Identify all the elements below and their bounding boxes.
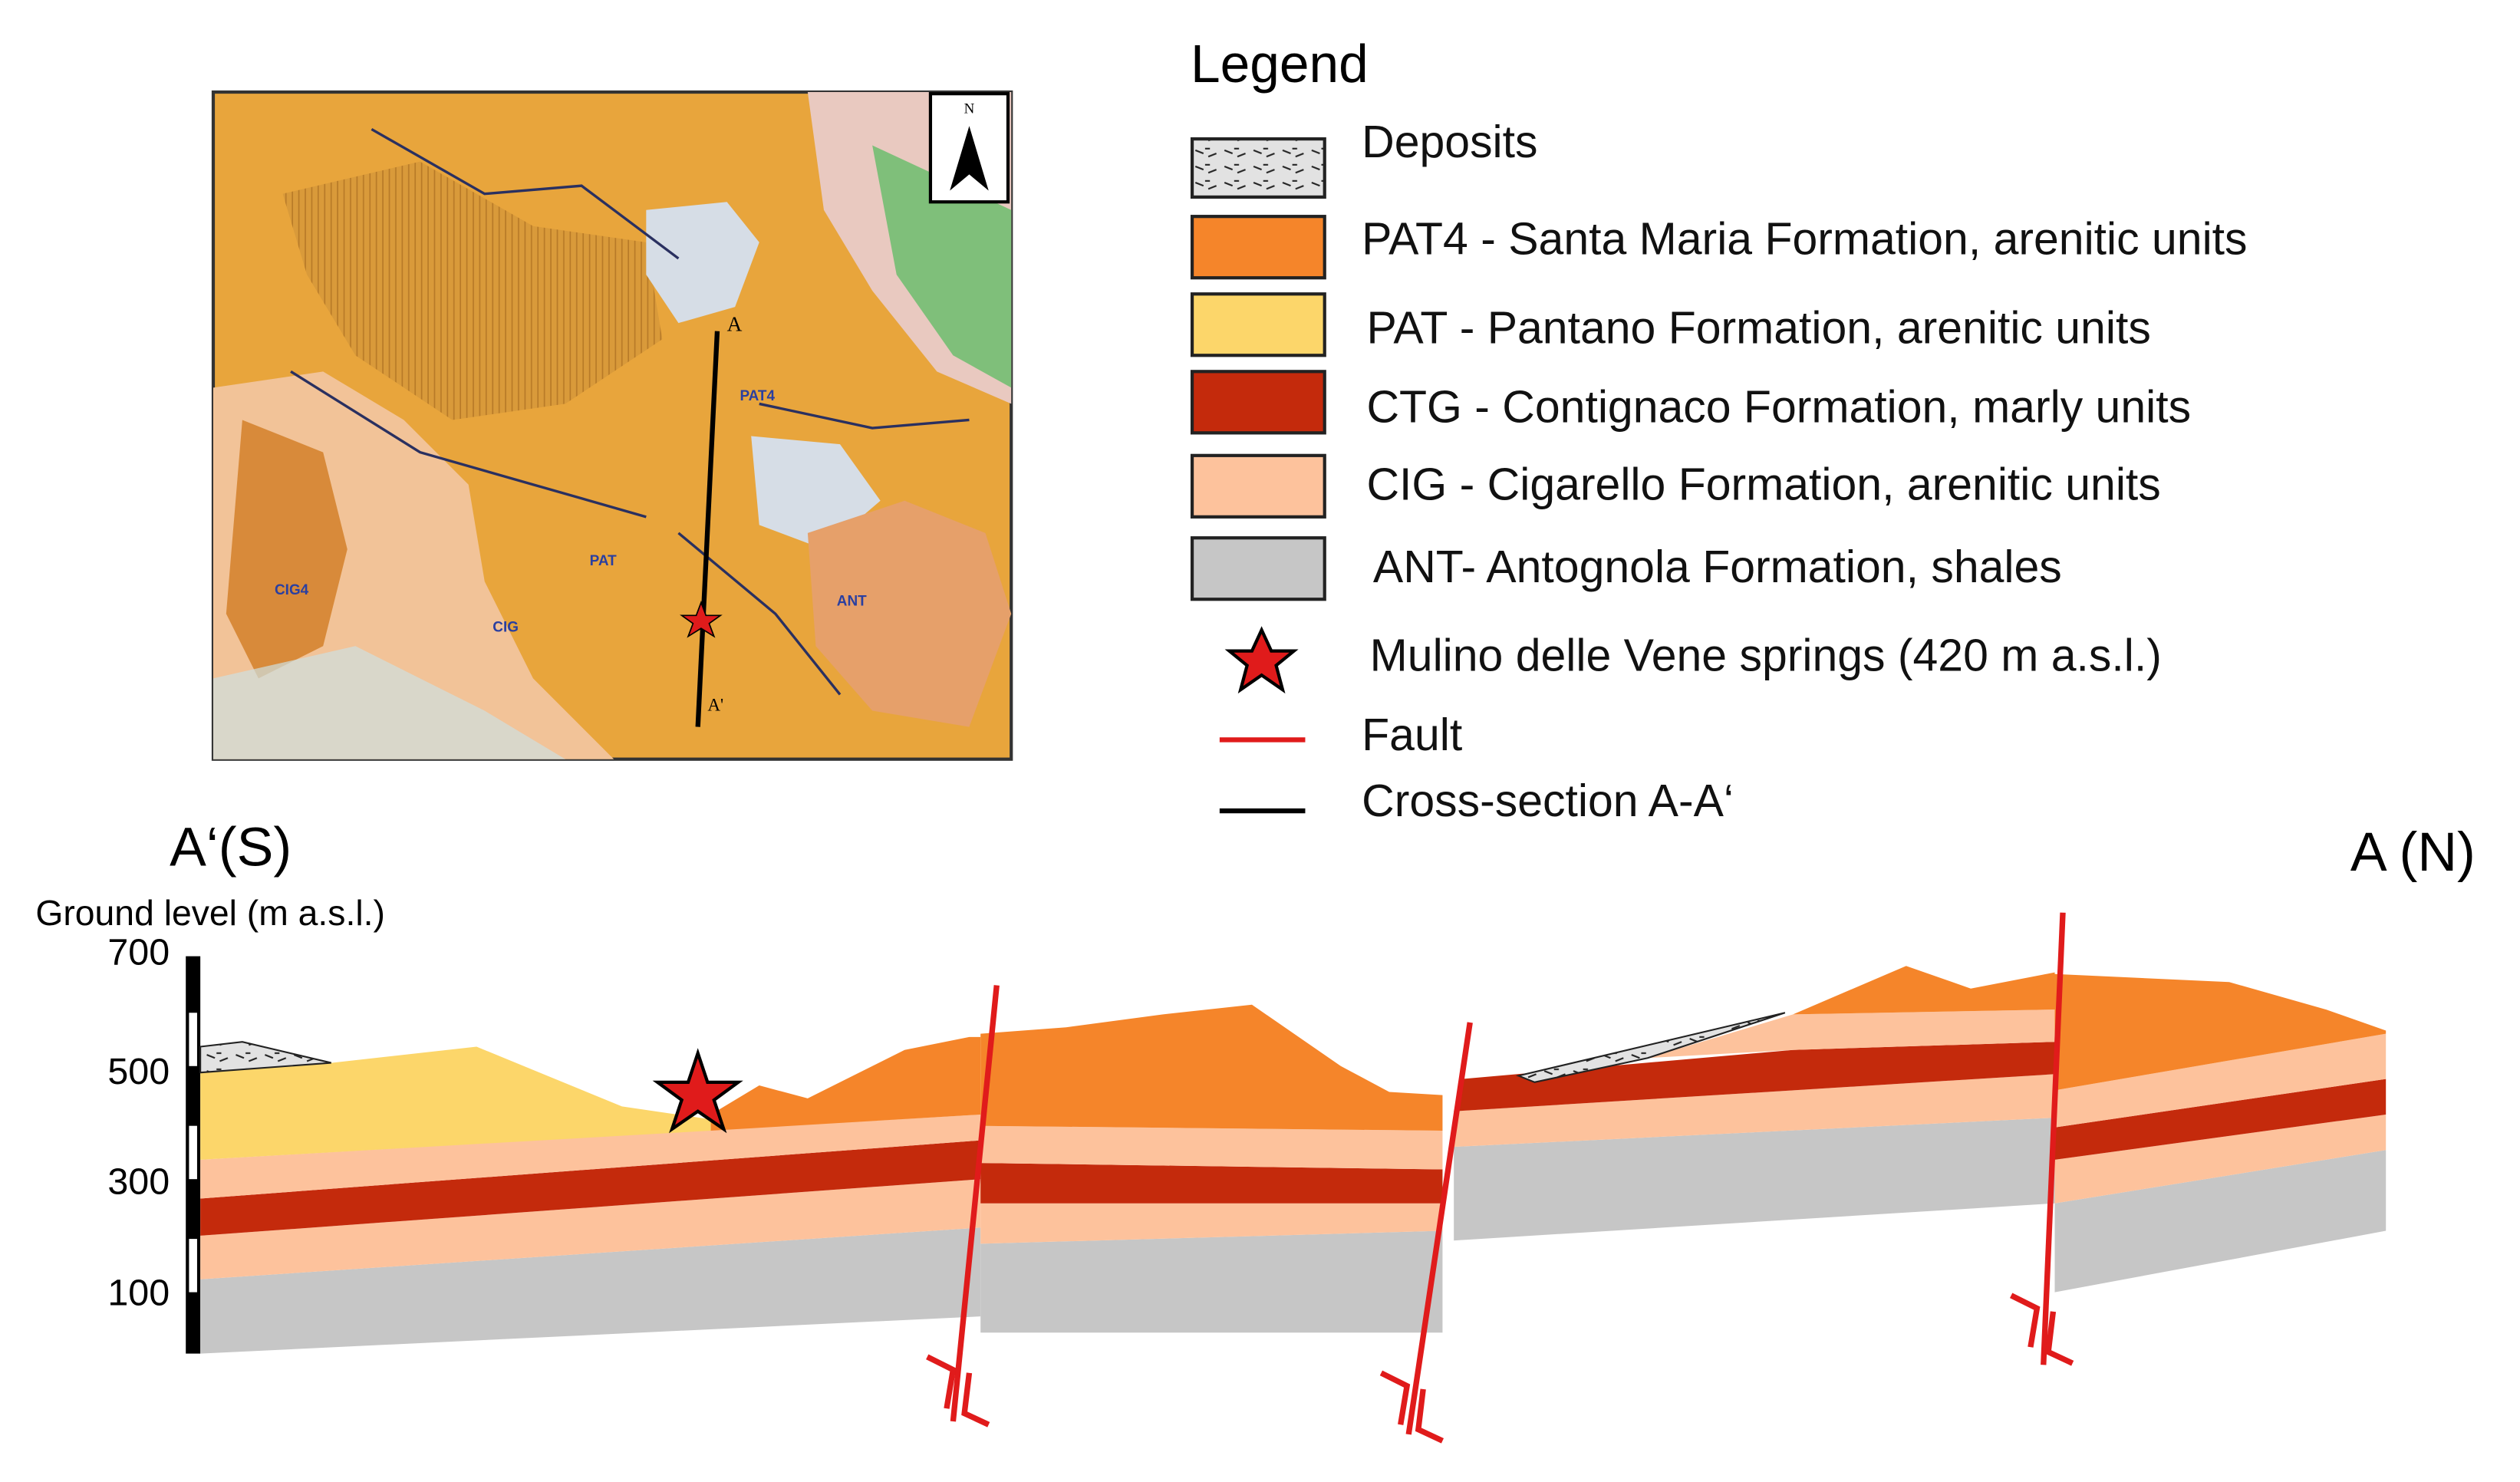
- legend-star: [1224, 626, 1299, 694]
- map-unit: [226, 420, 348, 679]
- axis-tick-label: 300: [107, 1161, 170, 1202]
- north-label: N: [964, 100, 975, 117]
- map-label: CIG: [492, 619, 519, 635]
- legend-title: Legend: [1191, 34, 1369, 94]
- layer-deposits: [199, 1041, 331, 1074]
- fault: [2041, 912, 2066, 1365]
- map-label: PAT4: [740, 388, 775, 404]
- legend-label: Mulino delle Vene springs (420 m a.s.l.): [1370, 631, 2162, 681]
- section-trace: [695, 331, 720, 727]
- layer-cig: [980, 1203, 1443, 1244]
- axis-tick-label: 700: [107, 931, 170, 973]
- legend-swatch: [1190, 215, 1326, 280]
- legend-label: Deposits: [1362, 117, 1537, 167]
- layer-cig: [2054, 1114, 2387, 1204]
- layer-ant: [2054, 1150, 2387, 1293]
- scale-bar-segment: [189, 1013, 197, 1066]
- layer-cig: [1647, 1009, 2055, 1059]
- layer-cig: [1454, 1074, 2055, 1148]
- axis-tick-label: 500: [107, 1051, 170, 1092]
- scale-bar-segment: [189, 1239, 197, 1293]
- map-unit: [212, 646, 566, 759]
- map-label: PAT: [590, 553, 617, 569]
- map-unit: [282, 161, 663, 420]
- layer-pat4: [1793, 966, 2055, 1015]
- layer-cig: [980, 1125, 1443, 1170]
- section-end-label: A (N): [2350, 822, 2476, 883]
- layer-cig: [2054, 1033, 2387, 1128]
- legend-label: CTG - Contignaco Formation, marly units: [1366, 382, 2191, 432]
- fault-arrow: [2010, 1293, 2074, 1366]
- layer-ctg: [200, 1140, 981, 1236]
- layer-ctg: [1454, 1042, 2055, 1112]
- map-fault: [290, 127, 970, 696]
- legend-swatch: [1190, 292, 1326, 357]
- layer-pat4: [710, 1036, 981, 1131]
- map-unit: [807, 500, 1012, 727]
- layer-ant: [1454, 1118, 2055, 1241]
- layer-cig: [200, 1114, 981, 1199]
- legend-label: Fault: [1362, 710, 1462, 760]
- legend-label: PAT4 - Santa Maria Formation, arenitic u…: [1362, 214, 2247, 264]
- legend-label: Cross-section A-A‘: [1362, 776, 1734, 826]
- fault-arrow: [1379, 1370, 1444, 1444]
- cross-section: A‘(S) A (N) Ground level (m a.s.l.) 700 …: [35, 817, 2476, 1444]
- map-label: ANT: [837, 594, 867, 610]
- map-unit: [646, 202, 759, 324]
- map-unit: [872, 145, 1012, 388]
- spring-marker: [652, 1048, 743, 1134]
- layer-pat4: [980, 1004, 1443, 1131]
- faults: [926, 912, 2074, 1444]
- layer-cig: [200, 1179, 981, 1279]
- axis-title: Ground level (m a.s.l.): [35, 893, 385, 933]
- legend-swatch: [1190, 536, 1326, 601]
- section-end: A': [707, 696, 723, 716]
- legend-label: ANT- Antognola Formation, shales: [1373, 542, 2062, 592]
- legend: Legend Deposits PAT4 - Santa Maria Forma…: [1190, 34, 2248, 826]
- legend-swatch: [1190, 453, 1326, 519]
- layer-deposits: [1515, 1012, 1786, 1083]
- fault: [950, 985, 1000, 1422]
- axis-tick-label: 100: [107, 1273, 170, 1314]
- legend-label: CIG - Cigarello Formation, arenitic unit…: [1366, 460, 2160, 510]
- section-end-label: A‘(S): [170, 817, 292, 878]
- layer-ctg: [2054, 1079, 2387, 1160]
- fault-arrow: [926, 1354, 990, 1428]
- legend-swatch: [1190, 370, 1326, 435]
- layer-ant: [200, 1227, 981, 1354]
- legend-swatch: [1190, 137, 1326, 199]
- scale-bar-segment: [189, 1125, 197, 1180]
- north-arrow: [950, 126, 989, 191]
- map-label: CIG4: [275, 582, 309, 598]
- layer-ctg: [980, 1163, 1443, 1204]
- layer-pat4: [2054, 973, 2387, 1091]
- geological-map: A A' PAT4 PAT CIG4 CIG ANT N: [211, 90, 1013, 761]
- layer-ant: [980, 1230, 1443, 1333]
- fault: [1405, 1022, 1473, 1435]
- section-start: A: [727, 313, 743, 336]
- layer-pat: [200, 1046, 711, 1160]
- spring-marker: [680, 601, 723, 638]
- legend-label: PAT - Pantano Formation, arenitic units: [1366, 303, 2150, 353]
